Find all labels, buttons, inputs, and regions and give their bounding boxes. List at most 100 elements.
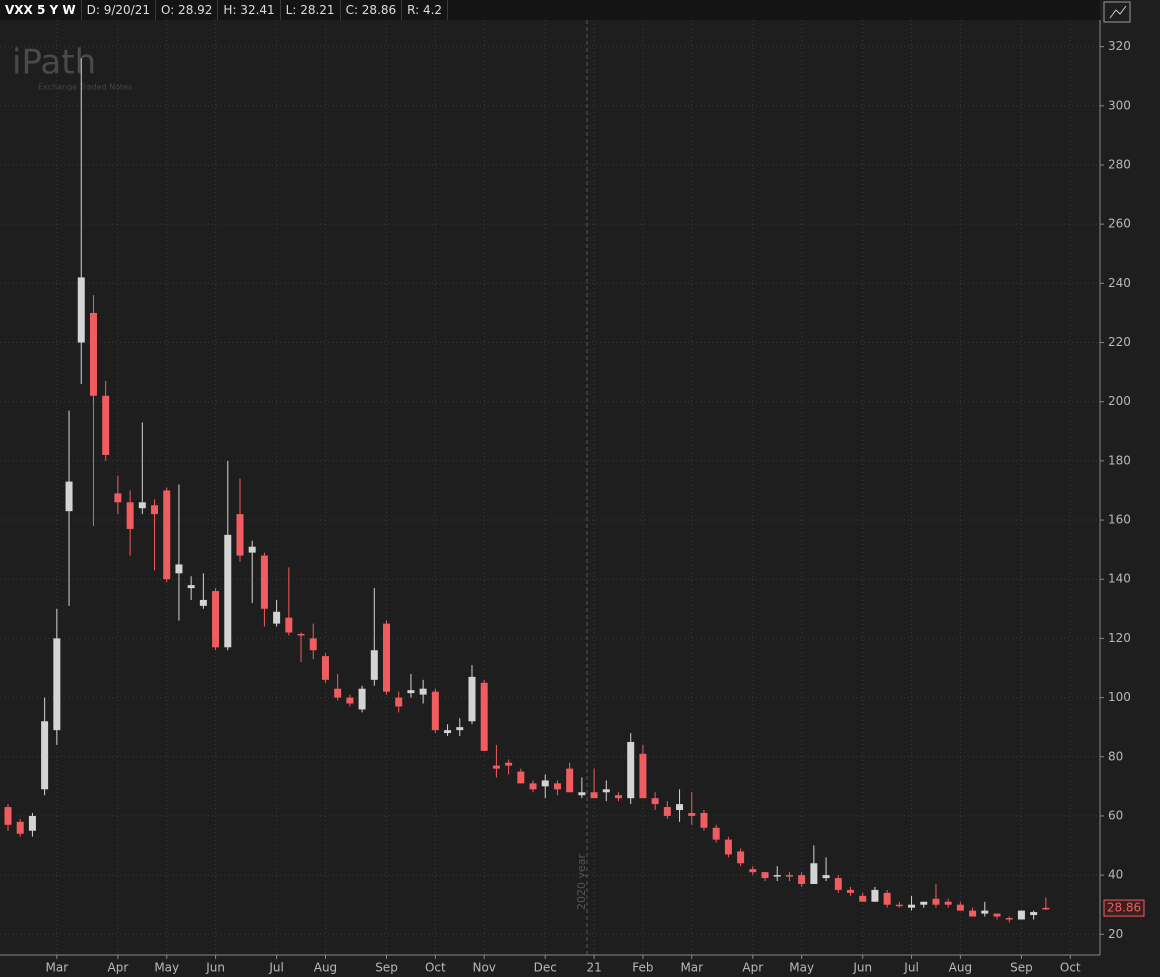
y-tick-label: 220 xyxy=(1108,335,1131,349)
info-bar: VXX 5 Y W D: 9/20/21 O: 28.92 H: 32.41 L… xyxy=(0,0,1100,20)
candle-body xyxy=(431,691,439,731)
candle-body xyxy=(639,753,647,799)
x-tick-label: Apr xyxy=(108,961,129,975)
x-tick-label: May xyxy=(789,961,814,975)
candle-body xyxy=(859,895,867,902)
y-tick-label: 140 xyxy=(1108,572,1131,586)
candle-body xyxy=(541,780,549,787)
candle-body xyxy=(883,892,891,905)
candle-body xyxy=(700,812,708,828)
candle-body xyxy=(822,875,830,879)
x-tick-label: Aug xyxy=(949,961,972,975)
candle-body xyxy=(505,762,513,766)
candle-body xyxy=(578,792,586,796)
candle-body xyxy=(749,869,757,873)
y-tick-label: 280 xyxy=(1108,157,1131,171)
logo-tagline: Exchange Traded Notes xyxy=(38,83,132,92)
y-tick-label: 300 xyxy=(1108,98,1131,112)
x-tick-label: Mar xyxy=(46,961,69,975)
x-tick-label: Dec xyxy=(534,961,557,975)
candle-body xyxy=(871,889,879,902)
symbol[interactable]: VXX 5 Y W xyxy=(0,0,82,20)
candle-body xyxy=(151,505,159,515)
candle-body xyxy=(944,901,952,905)
candle-body xyxy=(834,878,842,890)
candle-body xyxy=(932,898,940,905)
candle-body xyxy=(785,875,793,877)
candle-body xyxy=(175,564,183,574)
y-tick-label: 20 xyxy=(1108,927,1123,941)
candle-body xyxy=(602,789,610,793)
open-label: O: 28.92 xyxy=(156,0,219,20)
settings-icon[interactable] xyxy=(1103,1,1131,23)
y-tick-label: 260 xyxy=(1108,217,1131,231)
candle-body xyxy=(236,514,244,556)
candle-body xyxy=(285,617,293,633)
x-tick-label: Nov xyxy=(472,961,495,975)
candle-body xyxy=(969,910,977,917)
x-tick-label: Jul xyxy=(268,961,283,975)
x-tick-label: Aug xyxy=(314,961,337,975)
low-label: L: 28.21 xyxy=(281,0,341,20)
candle-body xyxy=(798,875,806,884)
high-label: H: 32.41 xyxy=(218,0,281,20)
candle-body xyxy=(309,638,317,651)
y-tick-label: 240 xyxy=(1108,276,1131,290)
x-tick-label: Sep xyxy=(375,961,398,975)
candle-body xyxy=(468,676,476,722)
y-tick-label: 60 xyxy=(1108,808,1123,822)
x-tick-label: Feb xyxy=(632,961,653,975)
candle-body xyxy=(163,490,171,580)
candle-body xyxy=(908,904,916,908)
candle-body xyxy=(199,599,207,606)
candle-body xyxy=(212,591,220,648)
candle-body xyxy=(297,633,305,636)
y-tick-label: 200 xyxy=(1108,394,1131,408)
candle-body xyxy=(651,798,659,805)
x-tick-label: Apr xyxy=(742,961,763,975)
candle-body xyxy=(102,395,110,455)
candle-body xyxy=(383,623,391,692)
candle-body xyxy=(1042,907,1050,910)
candle-body xyxy=(993,913,1001,917)
candle-body xyxy=(553,783,561,790)
y-tick-label: 100 xyxy=(1108,690,1131,704)
candle-body xyxy=(1017,910,1025,920)
x-tick-label: Jun xyxy=(205,961,225,975)
date: D: 9/20/21 xyxy=(82,0,156,20)
candle-body xyxy=(773,875,781,877)
candle-body xyxy=(65,481,73,512)
candle-body xyxy=(956,904,964,911)
candle-body xyxy=(77,277,85,343)
candle-body xyxy=(737,851,745,864)
candle-body xyxy=(492,765,500,769)
candle-body xyxy=(138,502,146,509)
candle-body xyxy=(724,839,732,855)
candle-body xyxy=(4,807,12,825)
y-tick-label: 40 xyxy=(1108,868,1123,882)
x-tick-label: Oct xyxy=(1060,961,1081,975)
candle-body xyxy=(346,697,354,704)
candle-body xyxy=(663,807,671,816)
x-tick-label: Mar xyxy=(680,961,703,975)
candle-body xyxy=(407,690,415,694)
candle-body xyxy=(16,821,24,834)
y-tick-label: 180 xyxy=(1108,453,1131,467)
x-tick-label: Oct xyxy=(425,961,446,975)
y-tick-label: 320 xyxy=(1108,39,1131,53)
candle-body xyxy=(529,783,537,790)
y-tick-label: 160 xyxy=(1108,513,1131,527)
candle-body xyxy=(370,650,378,680)
candle-body xyxy=(1005,918,1013,920)
x-tick-label: Jul xyxy=(903,961,918,975)
candle-body xyxy=(28,815,36,831)
candle-body xyxy=(260,555,268,609)
candle-body xyxy=(41,721,49,790)
candle-body xyxy=(321,656,329,680)
candle-body xyxy=(89,312,97,396)
candle-body xyxy=(566,768,574,793)
candle-body xyxy=(248,546,256,553)
price-tag xyxy=(1103,899,1145,917)
candle-body xyxy=(688,812,696,816)
candle-body xyxy=(273,611,281,624)
